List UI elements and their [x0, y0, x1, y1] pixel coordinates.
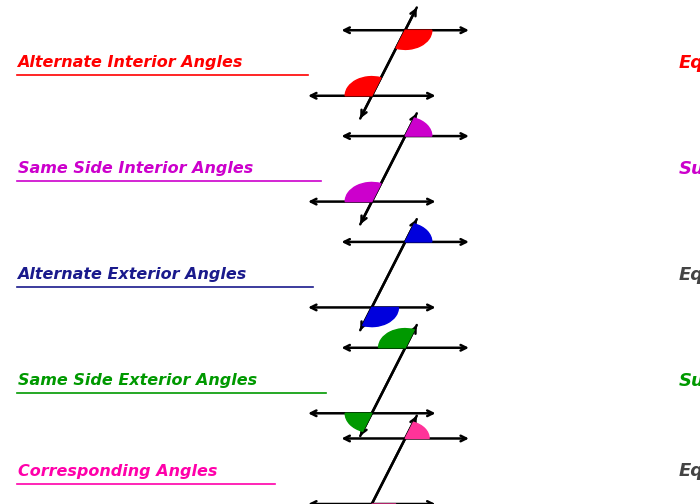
- Wedge shape: [379, 329, 414, 348]
- Text: Supplementary: Supplementary: [679, 160, 700, 178]
- Text: Supplementary: Supplementary: [679, 371, 700, 390]
- Wedge shape: [405, 422, 429, 438]
- Text: Equal: Equal: [679, 54, 700, 72]
- Text: Equal: Equal: [679, 462, 700, 480]
- Wedge shape: [396, 30, 432, 49]
- Wedge shape: [345, 182, 381, 202]
- Wedge shape: [345, 413, 372, 431]
- Text: Corresponding Angles: Corresponding Angles: [18, 464, 217, 479]
- Text: Same Side Exterior Angles: Same Side Exterior Angles: [18, 373, 257, 388]
- Wedge shape: [405, 224, 432, 242]
- Text: Alternate Exterior Angles: Alternate Exterior Angles: [18, 267, 246, 282]
- Text: Equal: Equal: [679, 266, 700, 284]
- Text: Same Side Interior Angles: Same Side Interior Angles: [18, 161, 253, 176]
- Wedge shape: [405, 118, 432, 136]
- Wedge shape: [345, 77, 381, 96]
- Text: Alternate Interior Angles: Alternate Interior Angles: [18, 55, 243, 71]
- Wedge shape: [363, 307, 398, 327]
